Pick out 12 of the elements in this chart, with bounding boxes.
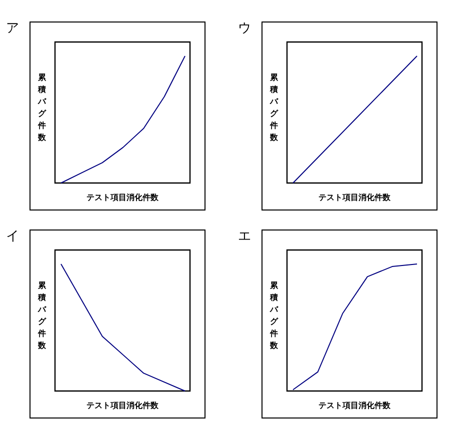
x-axis-title: テスト項目消化件数: [318, 193, 392, 202]
chart-title: イ: [6, 229, 19, 244]
y-axis-title: 累積バグ件数: [37, 73, 47, 142]
x-axis-title: テスト項目消化件数: [86, 193, 160, 202]
x-axis-title: テスト項目消化件数: [318, 401, 392, 410]
x-axis-title: テスト項目消化件数: [86, 401, 160, 410]
y-axis-title: 累積バグ件数: [269, 281, 279, 350]
chart-title: ア: [6, 21, 19, 36]
y-axis-title: 累積バグ件数: [37, 281, 47, 350]
chart-title: ウ: [238, 21, 251, 36]
y-axis-title: 累積バグ件数: [269, 73, 279, 142]
chart-title: エ: [238, 229, 251, 244]
